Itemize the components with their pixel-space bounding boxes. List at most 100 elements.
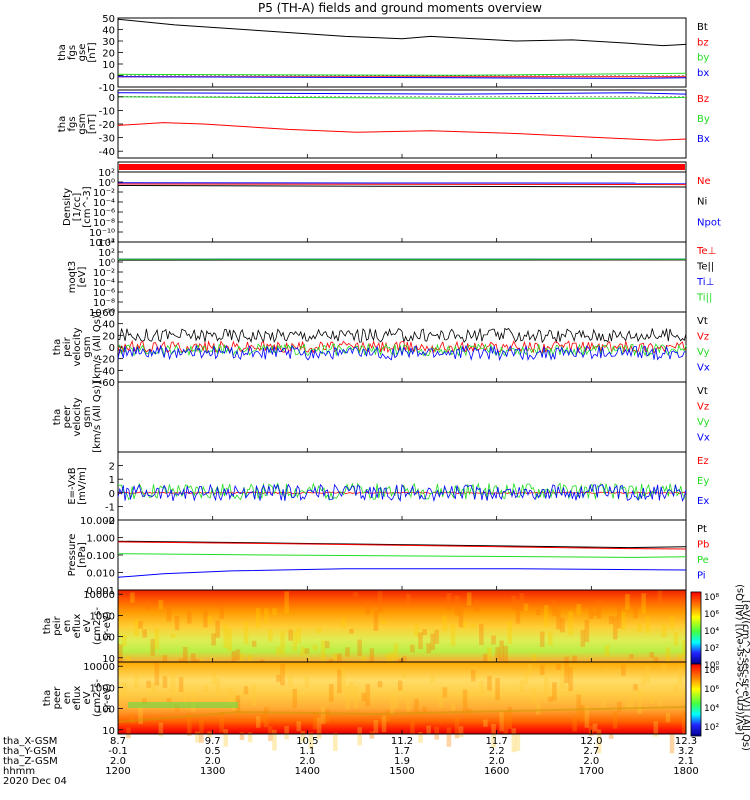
legend-Bz: Bz: [697, 94, 709, 105]
heatmap-cell: [345, 685, 350, 710]
heatmap-cell: [657, 700, 663, 707]
series-line-By: [117, 96, 687, 99]
legend-Ni: Ni: [697, 197, 707, 208]
heatmap-cell: [633, 605, 638, 619]
heatmap-cell: [292, 631, 298, 652]
heatmap-cell: [154, 662, 160, 686]
heatmap-cell: [560, 671, 565, 689]
ytick-label: 0: [109, 343, 115, 354]
heatmap-cell: [414, 623, 419, 637]
ylabel-line: eflux: [72, 614, 83, 639]
time-axis-value: 2.0: [205, 756, 221, 767]
heatmap-cell: [345, 647, 350, 657]
heatmap-cell: [665, 647, 671, 664]
heatmap-cell: [621, 664, 626, 676]
heatmap-cell: [661, 663, 667, 672]
heatmap-cell: [458, 608, 464, 628]
ytick-label: 40: [102, 320, 115, 331]
ytick-label: 0: [109, 489, 115, 500]
legend-Ez: Ez: [697, 456, 709, 467]
heatmap-cell: [507, 620, 513, 644]
heatmap-cell: [544, 605, 549, 627]
time-axis-value: 2.2: [489, 746, 505, 757]
red-band-panel: [117, 161, 687, 173]
heatmap-cell: [539, 664, 545, 675]
legend-Pb: Pb: [697, 540, 709, 551]
heatmap-cell: [430, 633, 435, 651]
ylabel-line: velocity: [72, 397, 83, 436]
time-axis-value: 1400: [295, 766, 320, 777]
heatmap-cell: [495, 678, 500, 701]
ylabel-line: gsm: [82, 336, 93, 357]
time-axis-value: 2.0: [110, 756, 126, 767]
series-line-Pt: [117, 540, 687, 549]
legend-Npot: Npot: [697, 217, 721, 228]
heatmap-cell: [162, 655, 168, 666]
colorbar-top: [690, 591, 702, 665]
colorbar-label-lower: [eV/(cm^2-sec-sr-eV)] (All Qs): [735, 584, 746, 735]
heatmap-cell: [410, 721, 415, 735]
heatmap-cell: [462, 621, 468, 629]
heatmap-cell: [491, 635, 496, 645]
legend-Ey: Ey: [697, 476, 709, 487]
colorbar-label: [eV/(cm^2-sec-sr-eV)] (All Qs): [740, 600, 750, 751]
ylabel-line: [cm^-3]: [82, 186, 93, 227]
heatmap-cell: [300, 646, 306, 656]
heatmap-cell: [264, 707, 269, 727]
heatmap-cell: [328, 684, 334, 702]
ylabel-line: peer: [62, 405, 73, 429]
colorbar-tick: 10⁰: [704, 661, 719, 671]
heatmap-cell: [215, 620, 220, 638]
heatmap-cell: [178, 677, 184, 693]
heatmap-cell: [438, 697, 444, 708]
legend-Vz: Vz: [697, 402, 709, 413]
heatmap-cell: [276, 674, 281, 682]
ylabel-line: gse: [77, 44, 88, 62]
heatmap-cell: [207, 616, 212, 625]
heatmap-cell: [182, 647, 188, 667]
heatmap-cell: [251, 684, 257, 706]
heatmap-cell: [397, 680, 403, 691]
heatmap-cell: [649, 695, 655, 705]
figure-title: P5 (TH-A) fields and ground moments over…: [258, 1, 542, 15]
heatmap-cell: [608, 733, 614, 739]
heatmap-cell: [219, 607, 224, 620]
heatmap-cell: [487, 647, 492, 670]
heatmap-cell: [503, 645, 508, 667]
ytick-label: 10²: [98, 248, 115, 259]
panel-peer_velocity: Vt Vz Vy Vx tha peer velocity gsm [km/s (All Qs)…: [52, 381, 710, 453]
heatmap-cell: [150, 682, 156, 693]
heatmap-cell: [122, 635, 127, 647]
date-label: 2020 Dec 04: [3, 776, 67, 787]
heatmap-cell: [142, 629, 147, 638]
axis-row-label: tha_Z-GSM: [3, 756, 58, 767]
ytick-label: -10: [99, 83, 115, 94]
heatmap-cell: [548, 696, 553, 702]
ylabel-line: eflux: [72, 686, 83, 711]
heatmap-cell: [410, 644, 415, 653]
heatmap-cell: [503, 711, 508, 735]
heatmap-cell: [349, 628, 354, 634]
heatmap-cell: [470, 669, 476, 682]
ytick-label: 10⁻⁴: [93, 198, 115, 209]
heatmap-peer_en_eflux: [118, 662, 686, 734]
legend-Vz: Vz: [697, 332, 709, 343]
series-line-Bt: [117, 18, 687, 47]
heatmap-cell: [596, 600, 602, 619]
series-line-Bz: [117, 122, 687, 141]
ytick-label: 30: [102, 37, 115, 48]
heatmap-cell: [122, 682, 127, 696]
heatmap-cell: [564, 656, 569, 663]
axis-row-label: tha_Y-GSM: [3, 746, 56, 757]
heatmap-cell: [604, 668, 610, 673]
heatmap-cell: [560, 617, 565, 633]
colorbar-tick: 10²: [704, 723, 719, 733]
ylabel-line: sr-eV): [102, 611, 113, 640]
heatmap-cell: [531, 688, 537, 704]
ytick-label: 10: [102, 726, 115, 737]
heatmap-cell: [511, 728, 517, 753]
series-line-Ni: [117, 185, 687, 188]
heatmap-cell: [442, 687, 448, 698]
